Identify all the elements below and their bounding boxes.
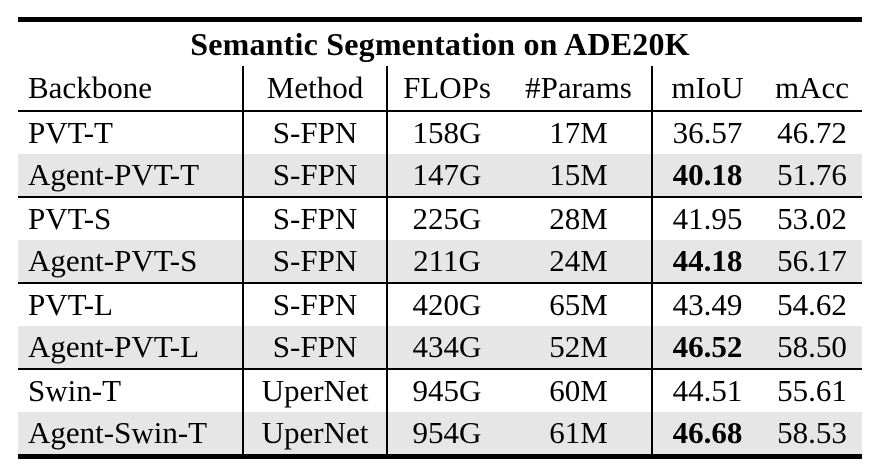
cell-backbone: Agent-PVT-T — [28, 157, 200, 192]
cell-miou: 46.52 — [651, 326, 762, 368]
cell-method: S-FPN — [242, 112, 386, 154]
cell-method: S-FPN — [242, 154, 386, 196]
cell-backbone: PVT-S — [28, 201, 112, 236]
column-header-miou: mIoU — [651, 66, 762, 110]
cell-macc: 58.50 — [777, 329, 847, 364]
column-header-backbone: Backbone — [28, 70, 152, 105]
cell-miou: 36.57 — [651, 112, 762, 154]
cell-flops: 211G — [386, 240, 506, 282]
cell-backbone: Agent-PVT-S — [28, 243, 198, 278]
cell-miou: 44.51 — [651, 370, 762, 412]
table-row: PVT-T S-FPN 158G 17M 36.57 46.72 — [18, 112, 862, 154]
cell-params: 17M — [549, 115, 608, 150]
cell-backbone: PVT-T — [28, 115, 113, 150]
cell-params: 15M — [549, 157, 608, 192]
cell-method: S-FPN — [242, 284, 386, 326]
table-row: Agent-Swin-T UperNet 954G 61M 46.68 58.5… — [18, 412, 862, 454]
table-header-row: Backbone Method FLOPs #Params mIoU mAcc — [18, 66, 862, 112]
column-header-params: #Params — [525, 70, 632, 105]
cell-flops: 420G — [386, 284, 506, 326]
cell-flops: 434G — [386, 326, 506, 368]
cell-backbone: Swin-T — [28, 373, 121, 408]
column-header-macc: mAcc — [774, 70, 850, 105]
cell-method: UperNet — [242, 370, 386, 412]
cell-macc: 55.61 — [777, 373, 847, 408]
cell-miou: 46.68 — [651, 412, 762, 454]
cell-params: 61M — [549, 415, 608, 450]
cell-macc: 54.62 — [777, 287, 847, 322]
cell-flops: 945G — [386, 370, 506, 412]
cell-miou: 40.18 — [651, 154, 762, 196]
cell-params: 65M — [549, 287, 608, 322]
table-title: Semantic Segmentation on ADE20K — [190, 25, 690, 62]
cell-backbone: Agent-PVT-L — [28, 329, 200, 364]
column-header-flops: FLOPs — [386, 66, 506, 110]
table-bottom-rule — [18, 454, 862, 459]
table-top-rule — [18, 17, 862, 22]
cell-params: 28M — [549, 201, 608, 236]
cell-flops: 158G — [386, 112, 506, 154]
cell-macc: 56.17 — [777, 243, 847, 278]
cell-params: 60M — [549, 373, 608, 408]
cell-params: 24M — [549, 243, 608, 278]
table-row: Agent-PVT-L S-FPN 434G 52M 46.52 58.50 — [18, 326, 862, 370]
cell-method: UperNet — [242, 412, 386, 454]
results-table: Semantic Segmentation on ADE20K Backbone… — [18, 17, 862, 459]
cell-backbone: Agent-Swin-T — [28, 415, 208, 450]
cell-flops: 225G — [386, 198, 506, 240]
table-row: PVT-S S-FPN 225G 28M 41.95 53.02 — [18, 198, 862, 240]
cell-miou: 43.49 — [651, 284, 762, 326]
cell-flops: 954G — [386, 412, 506, 454]
table-row: Agent-PVT-S S-FPN 211G 24M 44.18 56.17 — [18, 240, 862, 284]
cell-macc: 53.02 — [777, 201, 847, 236]
cell-macc: 51.76 — [777, 157, 847, 192]
cell-flops: 147G — [386, 154, 506, 196]
table-row: Agent-PVT-T S-FPN 147G 15M 40.18 51.76 — [18, 154, 862, 198]
cell-params: 52M — [549, 329, 608, 364]
column-header-method: Method — [242, 66, 386, 110]
cell-miou: 44.18 — [651, 240, 762, 282]
cell-method: S-FPN — [242, 326, 386, 368]
table-row: Swin-T UperNet 945G 60M 44.51 55.61 — [18, 370, 862, 412]
cell-backbone: PVT-L — [28, 287, 113, 322]
cell-method: S-FPN — [242, 198, 386, 240]
table-row: PVT-L S-FPN 420G 65M 43.49 54.62 — [18, 284, 862, 326]
cell-miou: 41.95 — [651, 198, 762, 240]
cell-macc: 58.53 — [777, 415, 847, 450]
cell-macc: 46.72 — [777, 115, 847, 150]
cell-method: S-FPN — [242, 240, 386, 282]
